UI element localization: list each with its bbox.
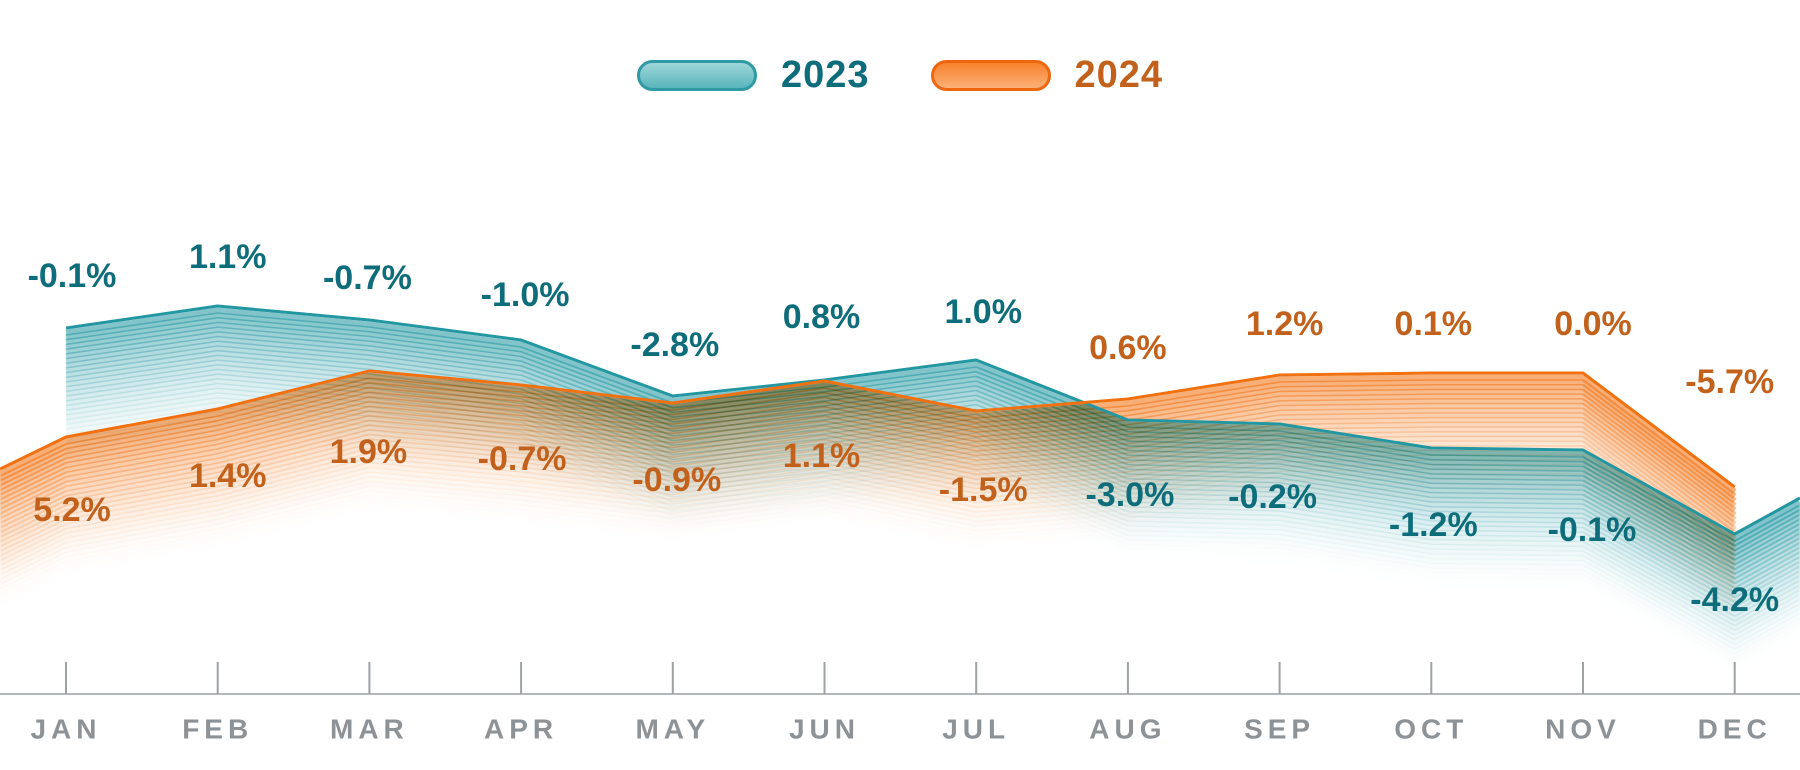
series-2024-line [0,369,1736,489]
x-axis: JAN FEB MAR APR MAY JUN JUL AUG SEP OCT NOV DEC [0,662,1800,745]
data-label: -5.7% [1685,363,1774,401]
data-label: -0.1% [28,257,117,295]
data-label: 1.4% [189,457,267,495]
data-label: -0.1% [1548,511,1637,549]
data-label: -2.8% [630,326,719,364]
month-label: DEC [1698,714,1772,745]
month-label: MAR [330,714,409,745]
legend-swatch-2023-icon [636,60,757,91]
legend-item-2023: 2023 [636,54,870,97]
month-label: OCT [1394,714,1468,745]
month-label: NOV [1545,714,1621,745]
series-2023-line [65,304,1800,536]
data-label: 1.1% [189,238,267,276]
data-label: 1.2% [1246,305,1324,343]
data-label: -0.7% [478,440,567,478]
data-label: 5.2% [33,491,111,529]
data-label: 0.0% [1554,305,1632,343]
data-label: 1.0% [944,293,1022,331]
data-label: -0.7% [323,259,412,297]
data-label: -3.0% [1085,476,1174,514]
data-label: 0.6% [1089,329,1167,367]
data-label: -1.2% [1389,506,1478,544]
data-label: -0.2% [1228,478,1317,516]
data-label: -4.2% [1690,581,1779,619]
data-label: -0.9% [632,461,721,499]
data-label: 0.1% [1395,305,1473,343]
series-2023-labels: -0.1% 1.1% -0.7% -1.0% -2.8% 0.8% 1.0% -3.0% -0.… [28,238,1780,619]
month-label: AUG [1089,714,1166,745]
data-label: 1.9% [330,433,408,471]
month-label: JAN [30,714,101,745]
month-label: MAY [635,714,710,745]
month-label: JUL [942,714,1010,745]
legend-label-2023: 2023 [780,54,870,96]
month-label: APR [484,714,558,745]
chart-legend: 2023 2024 [0,54,1800,97]
legend-item-2024: 2024 [930,54,1164,97]
data-label: 0.8% [783,298,861,336]
data-label: -1.5% [939,471,1028,509]
series-2024-labels: 5.2% 1.4% 1.9% -0.7% -0.9% 1.1% -1.5% 0.6% 1.2% 0… [33,305,1774,529]
data-label: 1.1% [783,437,861,475]
month-label: SEP [1244,714,1315,745]
legend-swatch-2024-icon [930,60,1051,91]
data-label: -1.0% [481,276,570,314]
month-label: JUN [789,714,860,745]
legend-label-2024: 2024 [1074,54,1164,96]
month-label: FEB [182,714,253,745]
series-2024-area [0,372,1737,598]
